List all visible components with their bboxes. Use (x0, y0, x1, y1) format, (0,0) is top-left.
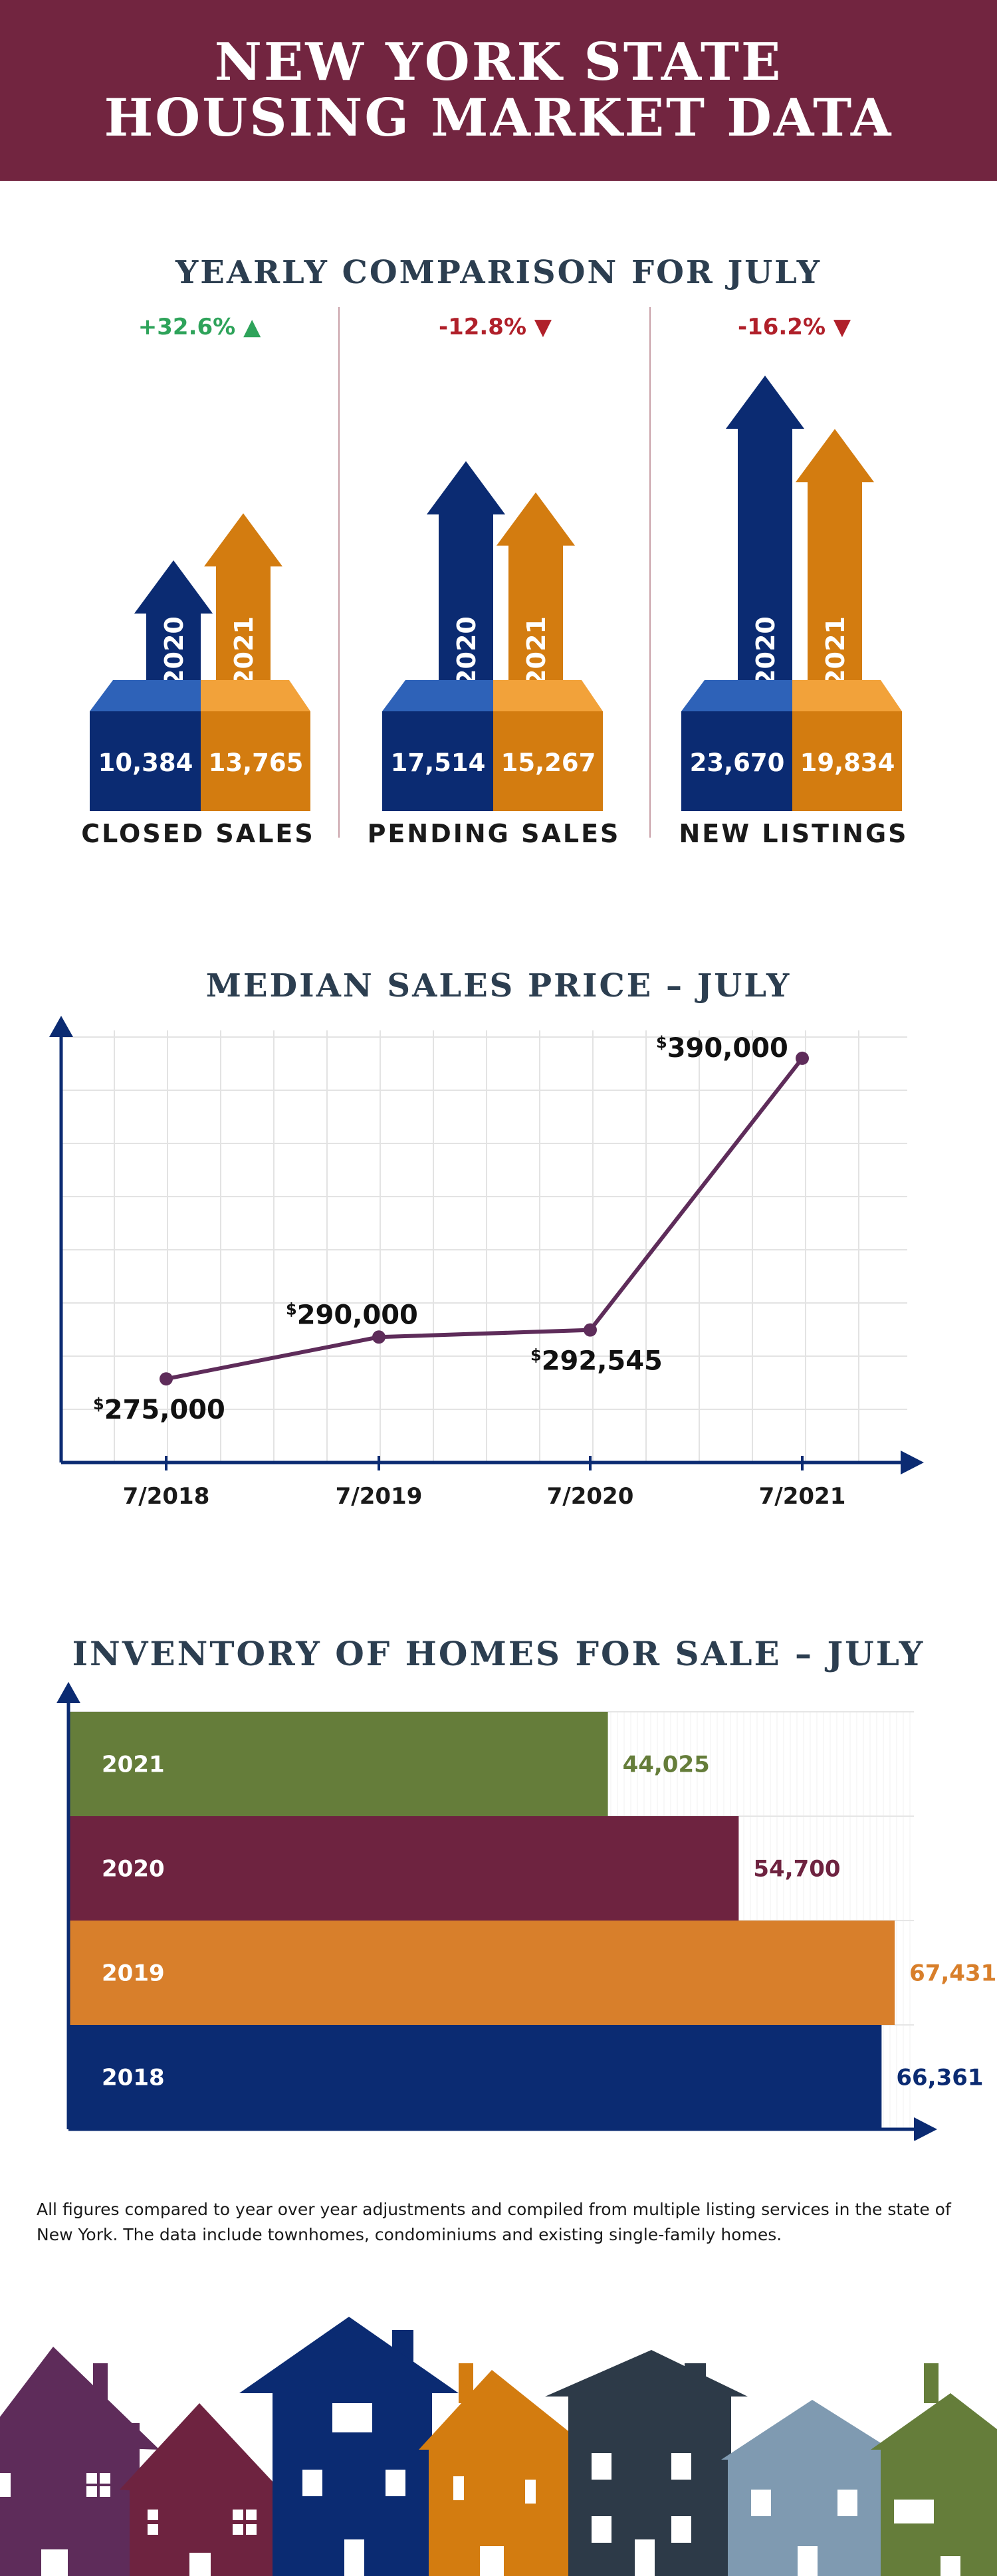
data-label: $290,000 (286, 1300, 418, 1330)
closed-sales-label: CLOSED SALES (81, 819, 315, 848)
year-label: 2021 (821, 616, 850, 687)
arrow-2021 (497, 492, 575, 705)
bar-value-label: 67,431 (909, 1960, 996, 1987)
bar-category-label: 2018 (102, 2065, 165, 2091)
x-tick-label: 7/2021 (759, 1483, 846, 1510)
house-navy (239, 2317, 459, 2576)
inventory-bar (68, 1816, 739, 1921)
value-2020: 10,384 (98, 749, 193, 777)
down-triangle-icon: ▼ (833, 314, 851, 340)
house-bluegray (721, 2400, 907, 2576)
data-label: $390,000 (656, 1033, 788, 1064)
y-axis-arrow-icon (56, 1682, 80, 1703)
arrow-2020 (134, 560, 213, 705)
value-2020: 17,514 (391, 749, 486, 777)
base-front-2021 (792, 711, 902, 811)
pending-sales-label: PENDING SALES (367, 819, 621, 848)
base-front-2020 (681, 711, 792, 811)
median-title: MEDIAN SALES PRICE – JULY (205, 967, 792, 1004)
arrow-2020 (427, 461, 505, 705)
base-front-2020 (382, 711, 493, 811)
new-listings-change: -16.2% ▼ (737, 314, 851, 340)
x-tick-label: 7/2020 (547, 1483, 634, 1510)
base-front-2021 (493, 711, 603, 811)
bar-value-label: 44,025 (623, 1752, 710, 1778)
house-orange (419, 2363, 592, 2576)
x-axis-arrow-icon (914, 2117, 937, 2141)
comparison-graphic: 2020 2021 10,384 13,765 2020 2021 17,514 15,267… (90, 307, 902, 838)
base-top-2021 (493, 680, 603, 711)
data-point (796, 1051, 809, 1065)
bar-category-label: 2021 (102, 1752, 165, 1778)
inventory-title: INVENTORY OF HOMES FOR SALE – JULY (72, 1634, 925, 1673)
base-top-2020 (382, 680, 493, 711)
x-tick-label: 7/2019 (336, 1483, 423, 1510)
year-label: 2020 (160, 616, 189, 687)
year-label: 2021 (522, 616, 551, 687)
value-2021: 15,267 (501, 749, 596, 777)
data-point (584, 1323, 597, 1337)
header-title-line1: NEW YORK STATE (214, 32, 783, 92)
up-triangle-icon: ▲ (243, 314, 261, 340)
houses-illustration (0, 2317, 997, 2576)
x-tick-label: 7/2018 (123, 1483, 210, 1510)
data-label: $275,000 (93, 1395, 225, 1425)
bar-value-label: 66,361 (896, 2065, 983, 2091)
inventory-bar (68, 2025, 882, 2129)
base-top-2021 (792, 680, 902, 711)
year-label: 2021 (229, 616, 259, 687)
header-banner: NEW YORK STATE HOUSING MARKET DATA (0, 0, 997, 181)
year-label: 2020 (751, 616, 780, 687)
closed-sales-change: +32.6% ▲ (138, 314, 261, 340)
base-front-2020 (90, 711, 201, 811)
median-series-line (166, 1057, 804, 1381)
comparison-title: YEARLY COMPARISON FOR JULY (175, 254, 822, 291)
base-top-2020 (681, 680, 792, 711)
inventory-bar (68, 1921, 895, 2025)
year-label: 2020 (452, 616, 481, 687)
data-point (372, 1330, 386, 1344)
data-point (160, 1372, 173, 1386)
arrow-2021 (796, 429, 874, 705)
footnote: All figures compared to year over year a… (37, 2200, 951, 2244)
arrow-2021 (204, 513, 282, 705)
house-purple (0, 2347, 160, 2576)
inventory-bar-chart: 2021 44,025 2020 54,700 2019 67,431 2018 66,361 (56, 1682, 996, 2141)
down-triangle-icon: ▼ (534, 314, 552, 340)
base-top-2020 (90, 680, 201, 711)
data-label: $292,545 (530, 1346, 663, 1377)
header-title-line2: HOUSING MARKET DATA (104, 88, 893, 148)
median-line-chart: 7/2018 7/2019 7/2020 7/2021 $275,000 $290,000… (49, 1016, 924, 1510)
value-2021: 19,834 (800, 749, 895, 777)
house-slate (545, 2350, 748, 2576)
pending-sales-change: -12.8% ▼ (438, 314, 552, 340)
x-axis-arrow-icon (901, 1451, 924, 1474)
value-2020: 23,670 (690, 749, 785, 777)
value-2021: 13,765 (209, 749, 304, 777)
base-top-2021 (201, 680, 310, 711)
house-maroon (120, 2403, 292, 2576)
bar-value-label: 54,700 (753, 1856, 840, 1883)
house-olive (871, 2363, 997, 2576)
new-listings-label: NEW LISTINGS (679, 819, 909, 848)
y-axis-arrow-icon (49, 1016, 73, 1037)
inventory-bar (68, 1712, 608, 1816)
base-front-2021 (201, 711, 310, 811)
arrow-2020 (726, 376, 804, 705)
bar-category-label: 2020 (102, 1856, 165, 1883)
bar-category-label: 2019 (102, 1960, 165, 1987)
